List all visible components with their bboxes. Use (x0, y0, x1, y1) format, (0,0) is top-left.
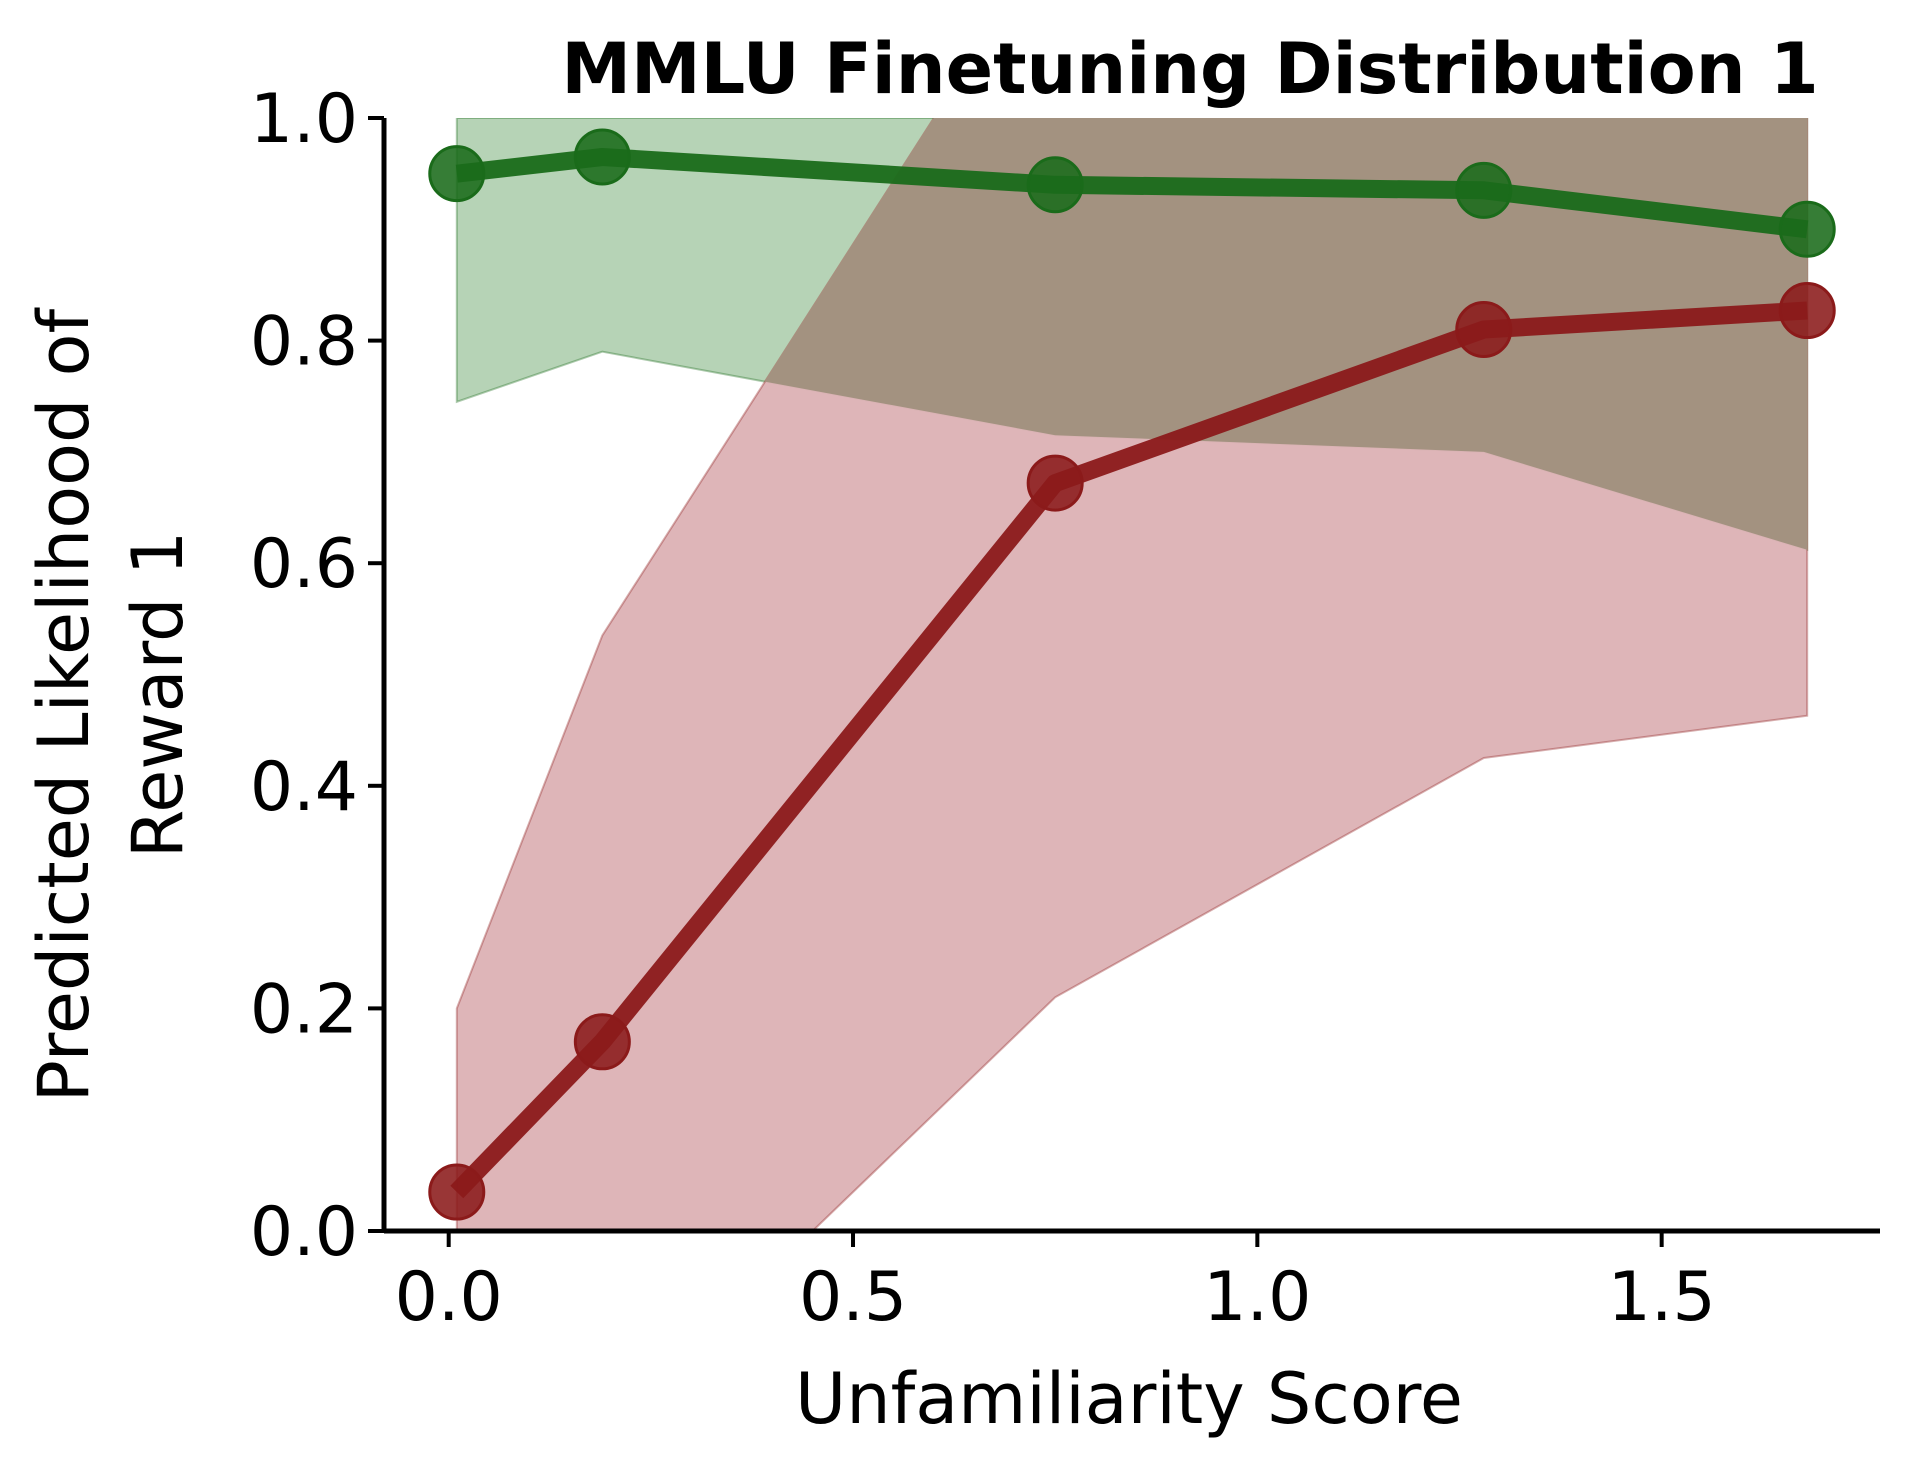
data-point-2 (1455, 300, 1513, 358)
data-point-1 (1026, 156, 1084, 214)
data-point-1 (1778, 200, 1836, 258)
x-tick-label: 1.0 (1203, 1258, 1311, 1337)
data-points (428, 128, 1836, 1221)
y-tick-label: 0.2 (250, 970, 358, 1049)
confidence-bands (455, 118, 1809, 1231)
y-tick-label: 0.0 (250, 1193, 358, 1272)
axes: 0.0 0.5 1.0 1.5 0.0 0.2 0.4 0.6 0.8 1.0 (250, 80, 1880, 1337)
y-axis-label-line-2: Reward 1 (117, 531, 199, 858)
data-point-1 (1455, 161, 1513, 219)
x-tick-label: 0.0 (395, 1258, 503, 1337)
data-point-2 (1026, 454, 1084, 512)
y-tick-label: 0.8 (250, 303, 358, 382)
x-tick-label: 0.5 (799, 1258, 907, 1337)
x-axis-label: Unfamiliarity Score (795, 1358, 1463, 1440)
y-tick-label: 0.4 (250, 748, 358, 827)
data-point-2 (1778, 282, 1836, 340)
y-tick-label: 0.6 (250, 525, 358, 604)
x-tick-label: 1.5 (1608, 1258, 1716, 1337)
y-tick-label: 1.0 (250, 80, 358, 159)
y-axis-label-line-1: Predicted Likelihood of (23, 308, 105, 1103)
data-point-1 (573, 128, 631, 186)
y-axis-label: Predicted Likelihood of Reward 1 (23, 287, 199, 1103)
data-point-2 (428, 1163, 486, 1221)
data-point-2 (573, 1013, 631, 1071)
data-point-1 (428, 145, 486, 203)
band-group (455, 118, 1809, 1231)
chart-title: MMLU Finetuning Distribution 1 (561, 28, 1818, 110)
